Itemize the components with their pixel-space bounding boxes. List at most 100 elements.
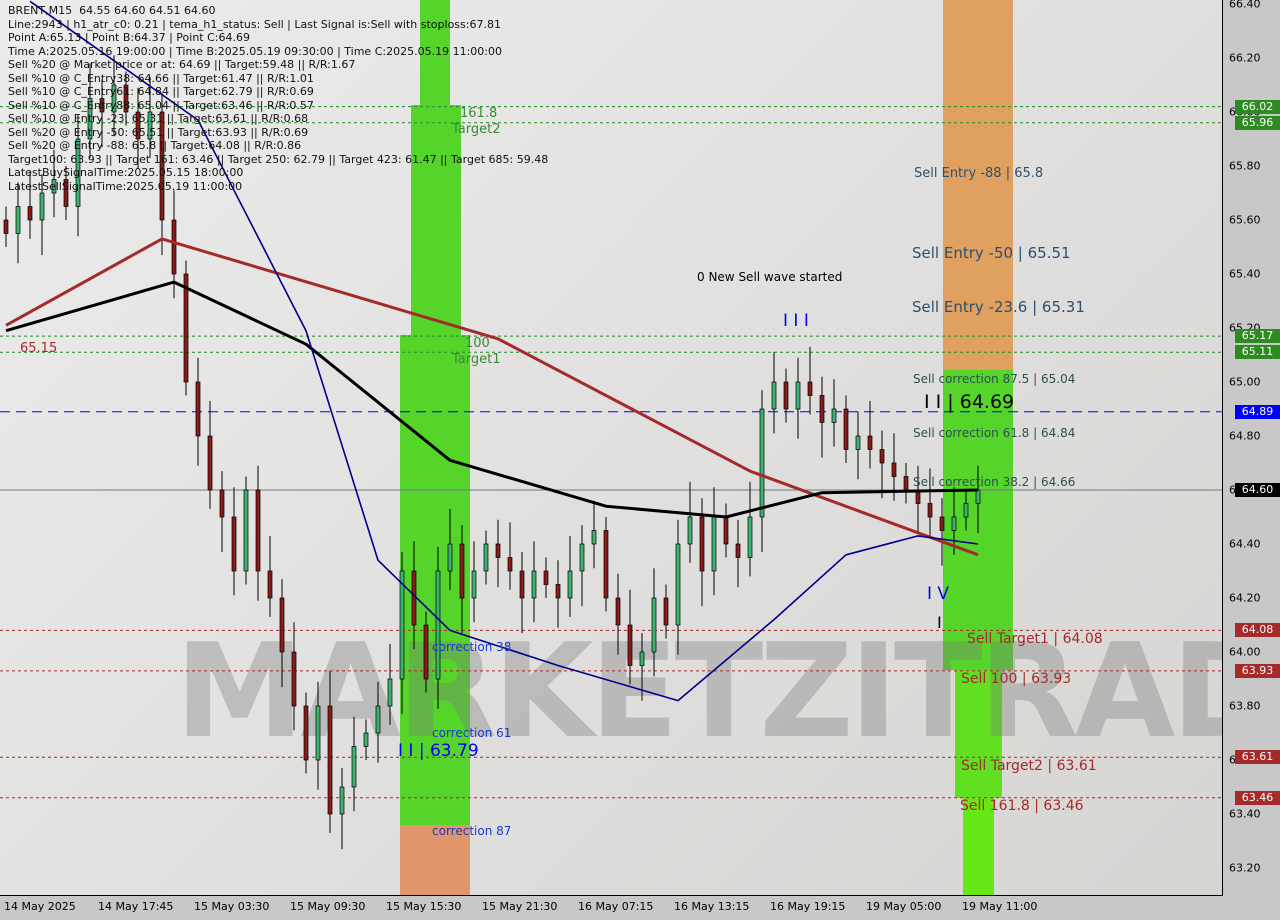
candle-body bbox=[423, 624, 429, 680]
moving-average-line bbox=[29, 0, 979, 702]
candle-body bbox=[747, 516, 753, 558]
y-tick-label: 65.80 bbox=[1229, 159, 1261, 173]
price-level-label: 63.61 bbox=[1235, 750, 1280, 765]
candle-body bbox=[531, 570, 537, 599]
wave-ii-label: I I | 64.69 bbox=[924, 391, 1015, 413]
wave-iv-label: I V bbox=[927, 584, 950, 604]
candle-body bbox=[243, 489, 249, 572]
target-zone-green bbox=[963, 798, 994, 895]
candle-body bbox=[135, 111, 141, 140]
candle-body bbox=[171, 219, 177, 275]
candle-body bbox=[75, 138, 81, 207]
candle-body bbox=[471, 570, 477, 599]
info-line: Time A:2025.05.16 19:00:00 | Time B:2025… bbox=[8, 44, 502, 58]
wave-iii-label: I I I bbox=[783, 311, 809, 331]
candle-body bbox=[375, 705, 381, 734]
candle-body bbox=[195, 381, 201, 437]
info-line: Sell %10 @ C_Entry61: 64.84 || Target:62… bbox=[8, 85, 314, 98]
price-level-label: 65.11 bbox=[1235, 345, 1280, 360]
candle-body bbox=[255, 489, 261, 572]
candle-body bbox=[555, 584, 561, 599]
candle-body bbox=[615, 597, 621, 626]
correction-38-label: correction 38 bbox=[432, 640, 512, 654]
wave-ii-6379-label: I I | 63.79 bbox=[398, 741, 479, 761]
sell-correction-875-label: Sell correction 87.5 | 65.04 bbox=[913, 372, 1076, 386]
candle-body bbox=[111, 84, 117, 113]
chart-plot-area[interactable]: MARKETZITRADE BRENT,M15 64.55 64.60 64.5… bbox=[0, 0, 1223, 896]
info-line: Sell %10 @ C_Entry88: 65.04 || Target:63… bbox=[8, 98, 314, 112]
moving-average-line bbox=[5, 280, 979, 519]
candle-body bbox=[435, 570, 441, 680]
candle-body bbox=[315, 705, 321, 761]
candle-body bbox=[207, 435, 213, 491]
candle-body bbox=[975, 489, 981, 504]
info-line: Target100: 63.93 || Target 161: 63.46 ||… bbox=[8, 152, 549, 166]
y-tick-label: 66.20 bbox=[1229, 51, 1261, 65]
candle-body bbox=[159, 111, 165, 221]
candle-body bbox=[231, 516, 237, 572]
x-tick-label: 15 May 15:30 bbox=[386, 900, 462, 913]
y-tick-label: 65.40 bbox=[1229, 267, 1261, 281]
price-level-label: 65.17 bbox=[1235, 329, 1280, 344]
candle-body bbox=[927, 503, 933, 518]
candle-body bbox=[951, 516, 957, 531]
sell-entry-236-label: Sell Entry -23.6 | 65.31 bbox=[912, 298, 1085, 316]
y-tick-label: 64.40 bbox=[1229, 537, 1261, 551]
sell-target1-label: Sell Target1 | 64.08 bbox=[967, 631, 1103, 647]
candle-body bbox=[303, 705, 309, 761]
info-line: Point A:65.13 | Point B:64.37 | Point C:… bbox=[8, 31, 250, 44]
target2-label: Target2 bbox=[452, 122, 501, 137]
candle-body bbox=[627, 624, 633, 666]
candle-body bbox=[3, 219, 9, 234]
candle-body bbox=[183, 273, 189, 383]
candle-body bbox=[267, 570, 273, 599]
candle-body bbox=[279, 597, 285, 653]
candle-body bbox=[543, 570, 549, 585]
symbol-ohlc: BRENT,M15 64.55 64.60 64.51 64.60 bbox=[8, 4, 216, 17]
y-tick-label: 64.00 bbox=[1229, 645, 1261, 659]
candle-body bbox=[819, 395, 825, 423]
candle-body bbox=[51, 179, 57, 194]
info-line: Sell %10 @ Entry -23: 65.31 || Target:63… bbox=[8, 112, 309, 125]
candle-body bbox=[711, 516, 717, 572]
sell-target2-label: Sell Target2 | 63.61 bbox=[961, 758, 1097, 774]
candle-body bbox=[519, 570, 525, 599]
y-tick-label: 66.40 bbox=[1229, 0, 1261, 11]
sell-correction-618-label: Sell correction 61.8 | 64.84 bbox=[913, 426, 1076, 440]
info-line: Sell %10 @ C_Entry38: 64.66 || Target:61… bbox=[8, 71, 314, 85]
fib-100-label: 100 bbox=[465, 336, 490, 351]
candle-body bbox=[963, 503, 969, 518]
info-line: Line:2943 | h1_atr_c0: 0.21 | tema_h1_st… bbox=[8, 17, 501, 31]
price-level-label: 64.60 bbox=[1235, 483, 1280, 497]
price-level-label: 66.02 bbox=[1235, 99, 1280, 114]
candle-body bbox=[795, 381, 801, 410]
info-line: LatestBuySignalTime:2025.05.15 18:00:00 bbox=[8, 166, 244, 179]
x-tick-label: 19 May 05:00 bbox=[866, 900, 942, 913]
candle-body bbox=[507, 557, 513, 572]
candle-body bbox=[639, 651, 645, 666]
y-tick-label: 63.80 bbox=[1229, 699, 1261, 713]
correction-61-label: correction 61 bbox=[432, 726, 512, 740]
y-tick-label: 63.40 bbox=[1229, 807, 1261, 821]
candle-body bbox=[879, 449, 885, 464]
y-tick-label: 63.20 bbox=[1229, 861, 1261, 875]
candle-body bbox=[483, 543, 489, 572]
candle-body bbox=[783, 381, 789, 410]
candle-body bbox=[387, 678, 393, 707]
candle-body bbox=[351, 746, 357, 788]
candle-body bbox=[735, 543, 741, 558]
candle-body bbox=[567, 570, 573, 599]
x-tick-label: 16 May 07:15 bbox=[578, 900, 654, 913]
candle-body bbox=[831, 408, 837, 423]
indicator-info-panel: BRENT,M15 64.55 64.60 64.51 64.60 Line:29… bbox=[8, 4, 548, 193]
candle-body bbox=[843, 408, 849, 450]
price-level-label: 63.93 bbox=[1235, 663, 1280, 678]
candle-body bbox=[399, 570, 405, 680]
correction-87-label: correction 87 bbox=[432, 824, 512, 838]
candle-body bbox=[651, 597, 657, 653]
candle-body bbox=[87, 98, 93, 140]
target-zone-green bbox=[411, 105, 461, 335]
price-axis[interactable]: 63.2063.4063.6063.8064.0064.2064.4064.60… bbox=[1223, 0, 1280, 920]
candle-body bbox=[675, 543, 681, 626]
left-level-label: 65.15 bbox=[20, 341, 58, 356]
